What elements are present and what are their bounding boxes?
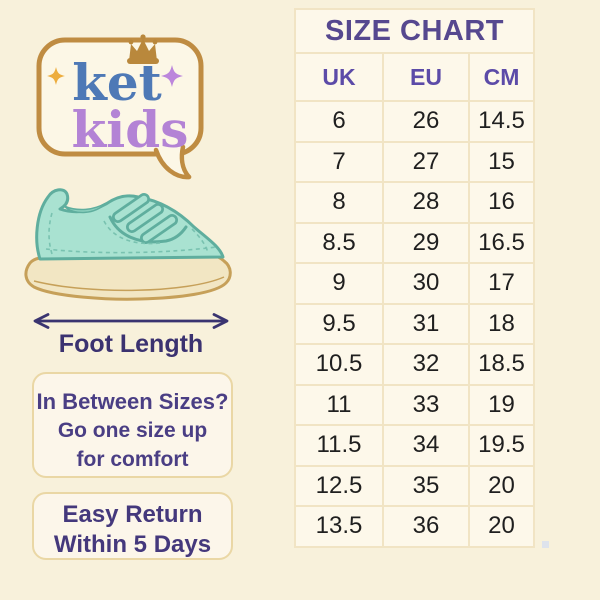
size-cell: 32 <box>384 345 468 384</box>
shoe-laces <box>112 193 178 244</box>
shoe-sole <box>24 252 232 301</box>
size-cell: 11 <box>296 385 382 424</box>
size-cell: 8.5 <box>296 223 382 262</box>
double-arrow-icon <box>33 313 229 329</box>
sparkle-icon <box>161 65 183 87</box>
size-cell: 16.5 <box>470 223 533 262</box>
vamp-seam <box>108 215 188 244</box>
size-cell: 36 <box>384 507 468 546</box>
size-cell: 31 <box>384 304 468 343</box>
col-header-uk: UK <box>296 54 382 100</box>
between-sizes-line1: In Between Sizes? <box>36 389 229 414</box>
col-header-eu: EU <box>384 54 468 100</box>
shoe-illustration <box>24 188 232 301</box>
easy-return-box: Easy Return Within 5 Days <box>32 492 233 560</box>
foot-length-label: Foot Length <box>58 330 204 358</box>
size-cell: 35 <box>384 466 468 505</box>
between-sizes-line2: Go one size up <box>57 419 208 442</box>
size-cell: 30 <box>384 264 468 303</box>
size-cell: 12.5 <box>296 466 382 505</box>
sparkle-icon <box>47 67 65 85</box>
sole-line <box>33 276 225 292</box>
size-cell: 26 <box>384 102 468 141</box>
size-cell: 9.5 <box>296 304 382 343</box>
size-cell: 27 <box>384 142 468 181</box>
size-cell: 33 <box>384 385 468 424</box>
size-cell: 18.5 <box>470 345 533 384</box>
stitching-lines <box>45 212 217 255</box>
crown-icon <box>127 34 159 64</box>
size-chart-table: SIZE CHART UK EU CM 6 26 14.5 7 27 15 8 … <box>294 8 535 548</box>
col-header-cm: CM <box>470 54 533 100</box>
easy-return-line2: Within 5 Days <box>53 531 212 558</box>
between-sizes-line3: for comfort <box>76 448 189 471</box>
speech-bubble-shape <box>36 37 204 157</box>
size-chart-title: SIZE CHART <box>296 10 533 52</box>
size-cell: 18 <box>470 304 533 343</box>
size-cell: 14.5 <box>470 102 533 141</box>
size-cell: 8 <box>296 183 382 222</box>
size-cell: 9 <box>296 264 382 303</box>
size-cell: 17 <box>470 264 533 303</box>
size-cell: 16 <box>470 183 533 222</box>
size-cell: 19 <box>470 385 533 424</box>
size-cell: 7 <box>296 142 382 181</box>
speech-bubble-tail-edge <box>153 147 192 180</box>
size-cell: 10.5 <box>296 345 382 384</box>
size-cell: 20 <box>470 507 533 546</box>
size-cell: 11.5 <box>296 426 382 465</box>
speech-bubble-tail-edge <box>179 144 192 180</box>
easy-return-line1: Easy Return <box>62 501 203 528</box>
size-cell: 28 <box>384 183 468 222</box>
shoe-collar <box>63 202 107 214</box>
between-sizes-box: In Between Sizes? Go one size up for com… <box>32 372 233 478</box>
artifact-pixel <box>542 541 549 548</box>
size-cell: 19.5 <box>470 426 533 465</box>
logo-speech-bubble: ket kids <box>36 34 204 180</box>
size-cell: 20 <box>470 466 533 505</box>
size-cell: 13.5 <box>296 507 382 546</box>
size-cell: 34 <box>384 426 468 465</box>
size-cell: 6 <box>296 102 382 141</box>
size-cell: 15 <box>470 142 533 181</box>
size-cell: 29 <box>384 223 468 262</box>
logo-text-kids: kids <box>72 100 189 159</box>
